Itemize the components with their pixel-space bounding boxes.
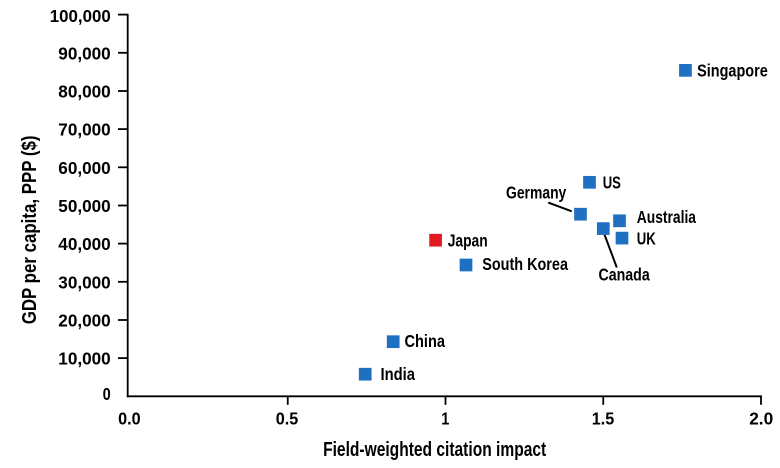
- svg-text:90,000: 90,000: [58, 43, 111, 63]
- svg-text:40,000: 40,000: [58, 234, 111, 254]
- svg-text:20,000: 20,000: [58, 311, 111, 331]
- svg-text:30,000: 30,000: [58, 272, 111, 292]
- svg-text:70,000: 70,000: [58, 120, 111, 140]
- svg-text:100,000: 100,000: [50, 6, 111, 26]
- svg-text:1.5: 1.5: [592, 408, 615, 428]
- svg-text:South Korea: South Korea: [482, 254, 568, 274]
- svg-text:0.5: 0.5: [276, 408, 299, 428]
- svg-text:India: India: [381, 364, 416, 384]
- svg-text:2.0: 2.0: [749, 408, 773, 428]
- svg-text:0: 0: [103, 384, 111, 404]
- svg-text:Canada: Canada: [599, 264, 650, 284]
- svg-text:50,000: 50,000: [58, 196, 111, 216]
- svg-text:China: China: [405, 331, 446, 351]
- svg-text:Japan: Japan: [448, 230, 488, 250]
- svg-text:80,000: 80,000: [58, 82, 111, 102]
- svg-text:1: 1: [441, 408, 449, 428]
- svg-text:10,000: 10,000: [58, 349, 111, 369]
- svg-text:0.0: 0.0: [118, 408, 141, 428]
- svg-text:60,000: 60,000: [58, 158, 111, 178]
- svg-text:US: US: [603, 173, 621, 193]
- svg-text:Australia: Australia: [637, 207, 696, 227]
- svg-text:Field-weighted citation impact: Field-weighted citation impact: [323, 438, 546, 461]
- svg-text:Singapore: Singapore: [697, 61, 768, 81]
- svg-text:Germany: Germany: [506, 183, 567, 203]
- svg-text:UK: UK: [637, 229, 656, 249]
- svg-text:GDP per capita, PPP ($): GDP per capita, PPP ($): [18, 135, 41, 324]
